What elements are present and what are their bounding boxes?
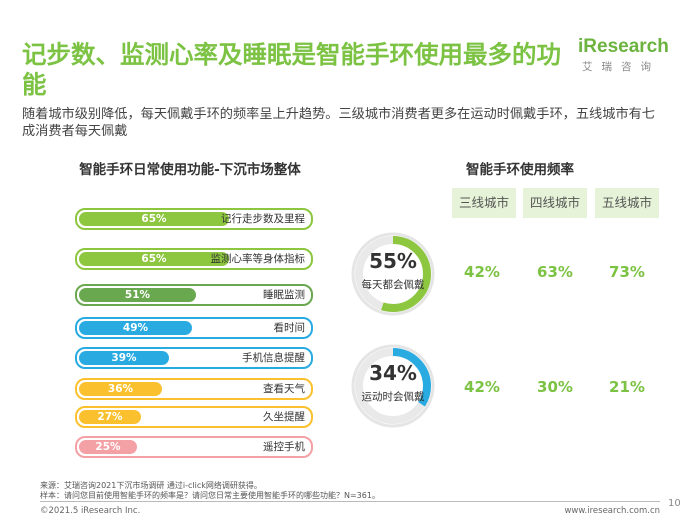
bar-category-label: 监测心率等身体指标 xyxy=(210,253,306,265)
bar-row: 65% 监测心率等身体指标 xyxy=(75,248,313,270)
bar-category-label: 睡眠监测 xyxy=(263,289,305,301)
bar-value-label: 36% xyxy=(107,383,134,395)
footer-divider xyxy=(40,501,660,502)
bar-row: 27% 久坐提醒 xyxy=(75,406,313,428)
ring-outer-border xyxy=(351,344,435,428)
bar-row: 39% 手机信息提醒 xyxy=(75,347,313,369)
bar-category-label: 手机信息提醒 xyxy=(242,352,305,364)
city-tab-tier4: 四线城市 xyxy=(523,188,587,218)
bar-category-label: 遥控手机 xyxy=(263,441,305,453)
ring-outer-border xyxy=(351,232,435,316)
bar-value-label: 27% xyxy=(97,411,123,423)
sport-tier3-value: 42% xyxy=(464,378,500,396)
bar-row: 36% 查看天气 xyxy=(75,378,313,400)
sport-tier4-value: 30% xyxy=(537,378,573,396)
bar-category-label: 看时间 xyxy=(273,322,306,334)
bar-row: 51% 睡眠监测 xyxy=(75,284,313,306)
frequency-title: 智能手环使用频率 xyxy=(466,162,574,178)
page-subtitle: 随着城市级别降低，每天佩戴手环的频率呈上升趋势。三级城市消费者更多在运动时佩戴手… xyxy=(22,107,655,139)
sport-wear-overall-value: 34% xyxy=(369,361,417,385)
bar-fill xyxy=(79,440,137,454)
logo-subtext: 艾瑞咨询 xyxy=(582,61,660,73)
logo-text: iResearch xyxy=(578,36,669,57)
source-note: 来源：艾瑞咨询2021下沉市场调研 通过i-click网络调研获得。 xyxy=(40,481,262,490)
bar-row: 25% 遥控手机 xyxy=(75,436,313,458)
daily-wear-label: 每天都会佩戴 xyxy=(361,279,425,291)
bar-fill xyxy=(79,410,141,424)
daily-tier3-value: 42% xyxy=(464,263,500,281)
bar-fill xyxy=(79,382,162,396)
bar-fill xyxy=(79,351,169,365)
bar-row: 65% 记行走步数及里程 xyxy=(75,208,313,230)
sport-tier5-value: 21% xyxy=(609,378,645,396)
daily-tier5-value: 73% xyxy=(609,263,645,281)
bar-row: 49% 看时间 xyxy=(75,317,313,339)
daily-wear-ring: 55% 每天都会佩戴 xyxy=(350,231,436,317)
page-number: 10 xyxy=(668,498,681,509)
bar-chart-title: 智能手环日常使用功能-下沉市场整体 xyxy=(79,162,301,178)
bar-value-label: 51% xyxy=(124,289,151,301)
bar-category-label: 查看天气 xyxy=(263,383,305,395)
bar-fill xyxy=(79,321,192,335)
sport-wear-ring-graphic xyxy=(351,344,435,428)
bar-value-label: 65% xyxy=(141,213,167,225)
ring-arc xyxy=(355,236,431,312)
bar-value-label: 25% xyxy=(95,441,121,453)
sport-wear-label: 运动时会佩戴 xyxy=(361,391,425,403)
bar-value-label: 49% xyxy=(122,322,149,334)
bar-category-label: 记行走步数及里程 xyxy=(221,213,305,225)
sample-note: 样本：请问您目前使用智能手环的频率是？请问您日常主要使用智能手环的哪些功能？N=… xyxy=(40,491,380,500)
sport-wear-ring: 34% 运动时会佩戴 xyxy=(350,343,436,429)
bar-fill xyxy=(79,288,196,302)
bar-value-label: 39% xyxy=(111,352,137,364)
daily-wear-overall-value: 55% xyxy=(369,249,417,273)
daily-wear-ring-graphic xyxy=(351,232,435,316)
bar-fill xyxy=(79,252,229,266)
website-url: www.iresearch.com.cn xyxy=(564,506,660,516)
ring-arc xyxy=(355,348,431,424)
bar-category-label: 久坐提醒 xyxy=(263,411,305,423)
page-title: 记步数、监测心率及睡眠是智能手环使用最多的功能 xyxy=(22,40,561,99)
daily-tier4-value: 63% xyxy=(537,263,573,281)
iresearch-logo: iResearch 艾瑞咨询 xyxy=(578,36,684,80)
copyright: ©2021.5 iResearch Inc. xyxy=(40,506,141,516)
bar-value-label: 65% xyxy=(141,253,167,265)
city-tab-tier5: 五线城市 xyxy=(595,188,659,218)
bar-fill xyxy=(79,212,229,226)
city-tab-tier3: 三线城市 xyxy=(452,188,516,218)
